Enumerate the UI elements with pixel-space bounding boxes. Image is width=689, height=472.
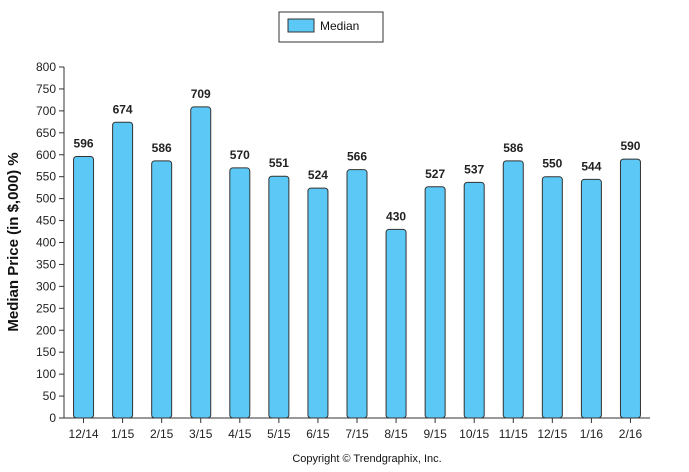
y-tick-label: 300 bbox=[36, 279, 56, 293]
bar-value-label: 430 bbox=[386, 209, 406, 223]
x-tick-label: 12/15 bbox=[537, 427, 567, 441]
x-tick-label: 3/15 bbox=[189, 427, 213, 441]
x-tick-label: 9/15 bbox=[423, 427, 447, 441]
bar-value-label: 527 bbox=[425, 167, 445, 181]
y-axis-title: Median Price (in $,000) % bbox=[5, 152, 22, 331]
bar bbox=[541, 176, 563, 419]
y-tick-label: 200 bbox=[36, 323, 56, 337]
bar-value-label: 586 bbox=[503, 141, 523, 155]
bar bbox=[190, 106, 212, 419]
bar bbox=[424, 186, 446, 419]
x-tick-label: 8/15 bbox=[384, 427, 408, 441]
bar-value-label: 570 bbox=[230, 148, 250, 162]
bar-value-label: 586 bbox=[152, 141, 172, 155]
legend-swatch bbox=[287, 18, 315, 33]
x-axis: 12/14 1/15 2/15 3/15 4/15 5/15 6/15 7/15 8/15 9/1… bbox=[64, 417, 650, 441]
bar-value-label: 551 bbox=[269, 156, 289, 170]
data-labels: 596 674 586 709 570 551 524 566 430 527 537 586 550 5… bbox=[74, 87, 641, 223]
y-tick-label: 550 bbox=[36, 170, 56, 184]
y-tick-label: 100 bbox=[36, 367, 56, 381]
y-tick-label: 800 bbox=[36, 60, 56, 74]
bar bbox=[580, 178, 602, 419]
y-tick-label: 700 bbox=[36, 104, 56, 118]
bar-value-label: 524 bbox=[308, 168, 328, 182]
x-tick-label: 10/15 bbox=[459, 427, 489, 441]
y-tick-label: 650 bbox=[36, 126, 56, 140]
bar bbox=[229, 167, 251, 419]
bar bbox=[619, 158, 641, 419]
y-tick-label: 450 bbox=[36, 214, 56, 228]
bar bbox=[307, 187, 329, 419]
bar bbox=[268, 175, 290, 419]
y-axis: 0 50 100 150 200 250 300 350 400 450 500 550 600 650 7… bbox=[36, 60, 65, 425]
x-tick-label: 5/15 bbox=[267, 427, 291, 441]
y-tick-label: 750 bbox=[36, 82, 56, 96]
y-tick-label: 0 bbox=[49, 411, 56, 425]
bar-value-label: 709 bbox=[191, 87, 211, 101]
bar-value-label: 566 bbox=[347, 150, 367, 164]
y-tick-label: 400 bbox=[36, 236, 56, 250]
bar-value-label: 596 bbox=[74, 137, 94, 151]
bar-value-label: 537 bbox=[464, 162, 484, 176]
bar bbox=[73, 156, 95, 419]
bar-value-label: 674 bbox=[113, 102, 133, 116]
y-tick-label: 350 bbox=[36, 257, 56, 271]
bar-value-label: 550 bbox=[542, 157, 562, 171]
bars bbox=[73, 106, 641, 419]
bar-value-label: 544 bbox=[581, 159, 601, 173]
bar bbox=[346, 169, 368, 419]
bar bbox=[463, 181, 485, 419]
y-tick-label: 600 bbox=[36, 148, 56, 162]
x-tick-label: 2/16 bbox=[619, 427, 643, 441]
bar-value-label: 590 bbox=[620, 139, 640, 153]
bar bbox=[151, 160, 173, 419]
legend: Median bbox=[278, 11, 384, 43]
y-tick-label: 150 bbox=[36, 345, 56, 359]
copyright-text: Copyright © Trendgraphix, Inc. bbox=[292, 453, 441, 465]
x-tick-label: 1/16 bbox=[580, 427, 604, 441]
y-tick-label: 50 bbox=[43, 389, 57, 403]
x-tick-label: 6/15 bbox=[306, 427, 330, 441]
bar bbox=[385, 228, 407, 419]
x-tick-label: 1/15 bbox=[111, 427, 135, 441]
x-tick-label: 4/15 bbox=[228, 427, 252, 441]
legend-label: Median bbox=[320, 19, 359, 33]
x-tick-label: 12/14 bbox=[69, 427, 99, 441]
x-tick-label: 11/15 bbox=[499, 427, 528, 441]
x-tick-label: 7/15 bbox=[345, 427, 369, 441]
x-tick-label: 2/15 bbox=[150, 427, 174, 441]
bar bbox=[502, 160, 524, 419]
y-tick-label: 250 bbox=[36, 301, 56, 315]
y-tick-label: 500 bbox=[36, 192, 56, 206]
bar bbox=[112, 121, 134, 419]
